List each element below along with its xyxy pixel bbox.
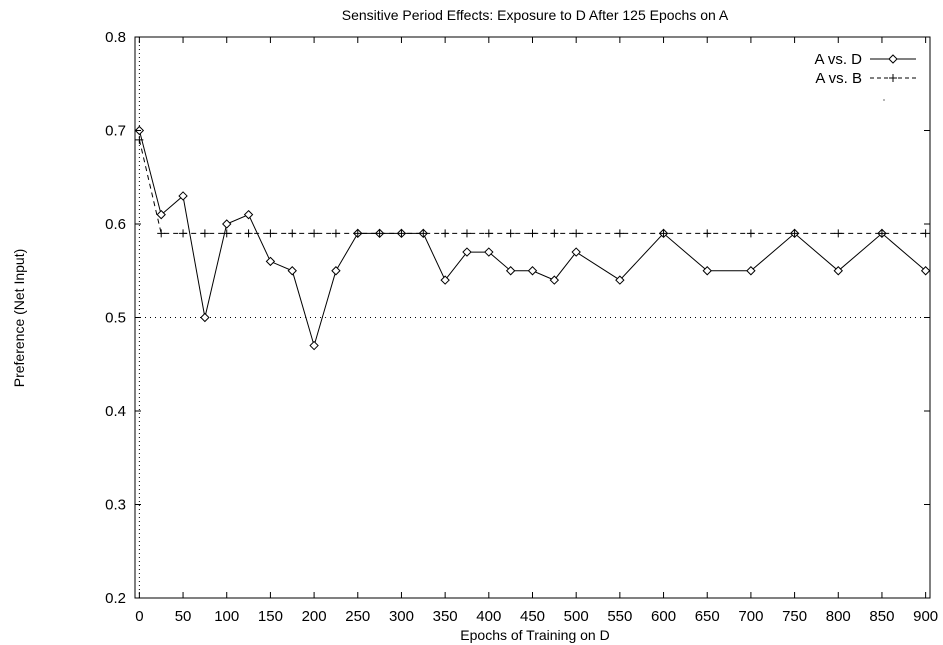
y-tick-label: 0.2 [105,590,126,607]
data-point-a-vs-b [659,229,668,238]
x-tick-label: 350 [433,608,458,625]
x-tick-label: 700 [738,608,763,625]
x-tick-label: 400 [476,608,501,625]
data-point-a-vs-d [309,340,319,351]
data-point-a-vs-d [571,247,581,257]
x-tick-label: 450 [520,608,545,625]
data-point-a-vs-d [156,209,166,220]
legend-label-a-vs-b: A vs. B [815,70,862,87]
x-tick-label: 150 [258,608,283,625]
axis-ticks [135,36,930,599]
x-tick-label: 0 [135,608,143,625]
y-tick-label: 0.6 [105,216,126,233]
data-point-a-vs-b [200,229,209,238]
data-point-a-vs-b [244,229,253,238]
reference-lines [135,37,930,598]
data-point-a-vs-d [222,219,232,229]
legend-label-a-vs-d: A vs. D [814,51,862,68]
data-point-a-vs-b [288,229,297,238]
y-tick-label: 0.3 [105,497,126,514]
legend-dot-marker [883,99,885,101]
data-point-a-vs-b [397,229,406,238]
x-tick-label: 800 [826,608,851,625]
series-line-a-vs-d [138,130,926,348]
data-point-a-vs-b [179,229,188,238]
data-point-a-vs-b [441,229,450,238]
data-point-a-vs-d [527,266,538,276]
legend-marker-a-vs-d [888,54,898,64]
data-point-a-vs-d [615,275,625,285]
data-point-a-vs-b [921,229,930,238]
data-point-a-vs-b [353,229,362,238]
series-markers [134,125,931,351]
x-tick-label: 600 [651,608,676,625]
x-tick-label: 850 [869,608,894,625]
data-point-a-vs-d [331,266,341,276]
x-axis-title: Epochs of Training on D [460,627,609,643]
data-point-a-vs-d [287,266,297,276]
data-point-a-vs-b [506,229,515,238]
data-point-a-vs-b [572,229,581,238]
data-point-a-vs-b [310,229,319,238]
data-point-a-vs-b [790,229,799,238]
data-point-a-vs-d [484,247,494,257]
tick-labels: 0 50 100 150 200 250 300 350 400 450 500 550 600 650 7… [105,29,938,625]
x-tick-label: 550 [607,608,632,625]
data-point-a-vs-b [266,229,275,238]
y-tick-label: 0.5 [105,310,126,327]
series-lines [138,130,926,348]
data-point-a-vs-d [920,266,931,276]
y-axis-title: Preference (Net Input) [11,249,27,388]
data-point-a-vs-d [746,266,756,276]
data-point-a-vs-d [265,256,276,267]
x-tick-label: 300 [389,608,414,625]
chart-title: Sensitive Period Effects: Exposure to D … [342,7,729,23]
data-point-a-vs-d [178,191,188,201]
data-point-a-vs-b [331,229,340,238]
y-tick-label: 0.4 [105,403,126,420]
data-point-a-vs-b [528,229,537,238]
data-point-a-vs-d [462,247,472,257]
data-point-a-vs-d [440,275,450,285]
data-point-a-vs-b [834,229,843,238]
x-tick-label: 200 [302,608,327,625]
data-point-a-vs-b [615,229,624,238]
y-tick-label: 0.8 [105,29,126,46]
data-point-a-vs-b [135,135,144,144]
x-tick-label: 100 [214,608,239,625]
data-point-a-vs-d [505,266,516,276]
x-tick-label: 250 [345,608,370,625]
data-point-a-vs-b [157,229,166,238]
legend-marker-a-vs-b [889,74,897,82]
data-point-a-vs-d [549,275,560,285]
series-line-a-vs-b [138,139,926,234]
data-point-a-vs-b [419,229,428,238]
legend: A vs. D A vs. B [814,51,916,101]
x-tick-label: 750 [782,608,807,625]
data-point-a-vs-b [746,229,755,238]
data-point-a-vs-b [375,229,384,238]
data-point-a-vs-b [550,229,559,238]
x-tick-label: 650 [695,608,720,625]
data-point-a-vs-b [484,229,493,238]
data-point-a-vs-b [222,229,231,238]
data-point-a-vs-d [243,209,254,220]
data-point-a-vs-b [703,229,712,238]
data-point-a-vs-d [833,266,843,276]
data-point-a-vs-b [462,229,471,238]
x-tick-label: 500 [564,608,589,625]
data-point-a-vs-b [877,229,886,238]
x-tick-label: 50 [175,608,192,625]
data-point-a-vs-d [702,266,712,276]
data-point-a-vs-d [200,312,210,323]
x-tick-label: 900 [913,608,938,625]
y-tick-label: 0.7 [105,123,126,140]
